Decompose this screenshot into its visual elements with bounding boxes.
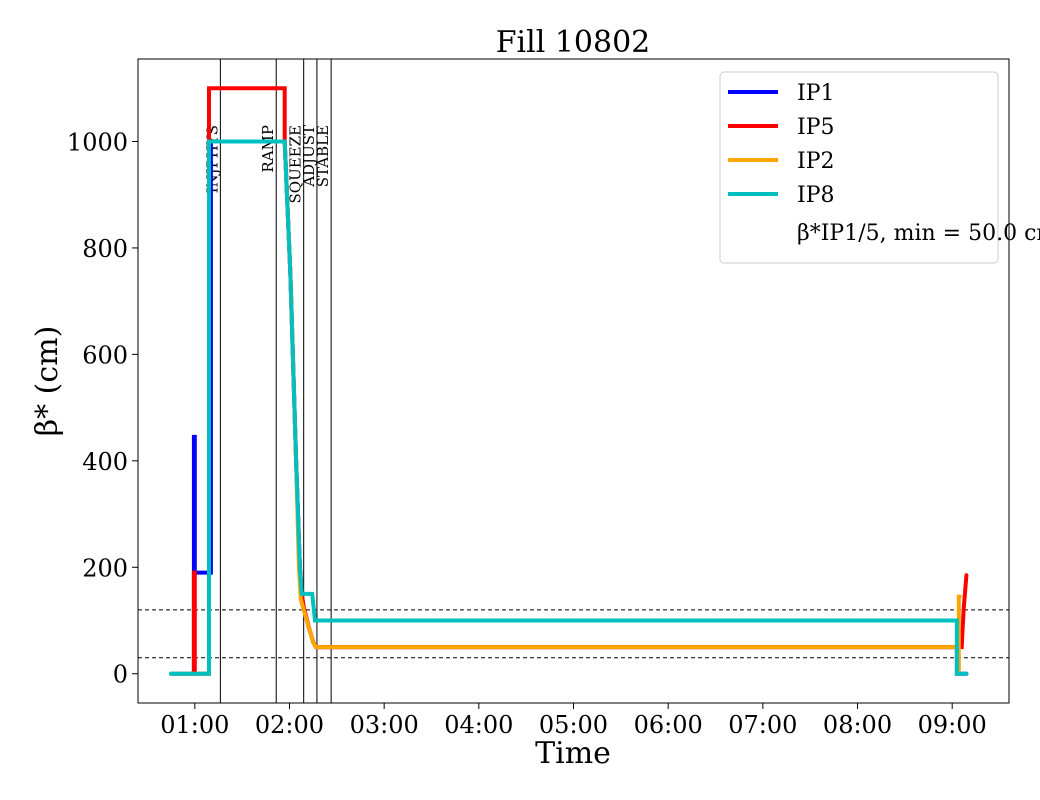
legend-label-ip2: IP2 bbox=[797, 149, 835, 174]
x-tick-label: 08:00 bbox=[823, 711, 892, 739]
y-tick-label: 200 bbox=[82, 554, 128, 582]
mode-label-stable: STABLE bbox=[314, 125, 332, 187]
axis-ticks: 01:00 02:00 03:00 04:00 05:00 06:00 07:00 08:00… bbox=[67, 128, 987, 739]
legend-box bbox=[719, 71, 999, 264]
x-tick-label: 04:00 bbox=[444, 711, 513, 739]
legend-label-ip5: IP5 bbox=[797, 115, 835, 140]
x-tick-label: 01:00 bbox=[160, 711, 229, 739]
mode-label-squeeze: SQUEEZE bbox=[287, 125, 305, 204]
mode-label-adjust: ADJUST bbox=[300, 125, 318, 188]
x-tick-label: 02:00 bbox=[255, 711, 324, 739]
y-tick-label: 400 bbox=[82, 448, 128, 476]
x-tick-label: 03:00 bbox=[350, 711, 419, 739]
y-tick-label: 800 bbox=[82, 235, 128, 263]
y-tick-label: 600 bbox=[82, 341, 128, 369]
y-tick-label: 0 bbox=[113, 661, 128, 689]
x-axis-label: Time bbox=[535, 736, 611, 771]
legend-label-ip8: IP8 bbox=[797, 183, 835, 208]
legend-label-ip1: IP1 bbox=[797, 81, 835, 106]
y-tick-label: 1000 bbox=[67, 128, 128, 156]
x-tick-label: 07:00 bbox=[728, 711, 797, 739]
x-tick-label: 06:00 bbox=[634, 711, 703, 739]
chart-title: Fill 10802 bbox=[496, 25, 651, 60]
x-tick-label: 05:00 bbox=[539, 711, 608, 739]
legend-items: IP1 IP5 IP2 IP8 bbox=[728, 81, 835, 208]
mode-label-ramp: RAMP bbox=[259, 125, 277, 173]
x-tick-label: 09:00 bbox=[918, 711, 987, 739]
legend-note: β*IP1/5, min = 50.0 cm bbox=[797, 221, 1040, 246]
y-axis-label: β* (cm) bbox=[30, 326, 65, 437]
legend: IP1 IP5 IP2 IP8 β*IP1/5, min = 50.0 cm bbox=[719, 71, 1040, 264]
series-line-ip8 bbox=[169, 139, 969, 676]
